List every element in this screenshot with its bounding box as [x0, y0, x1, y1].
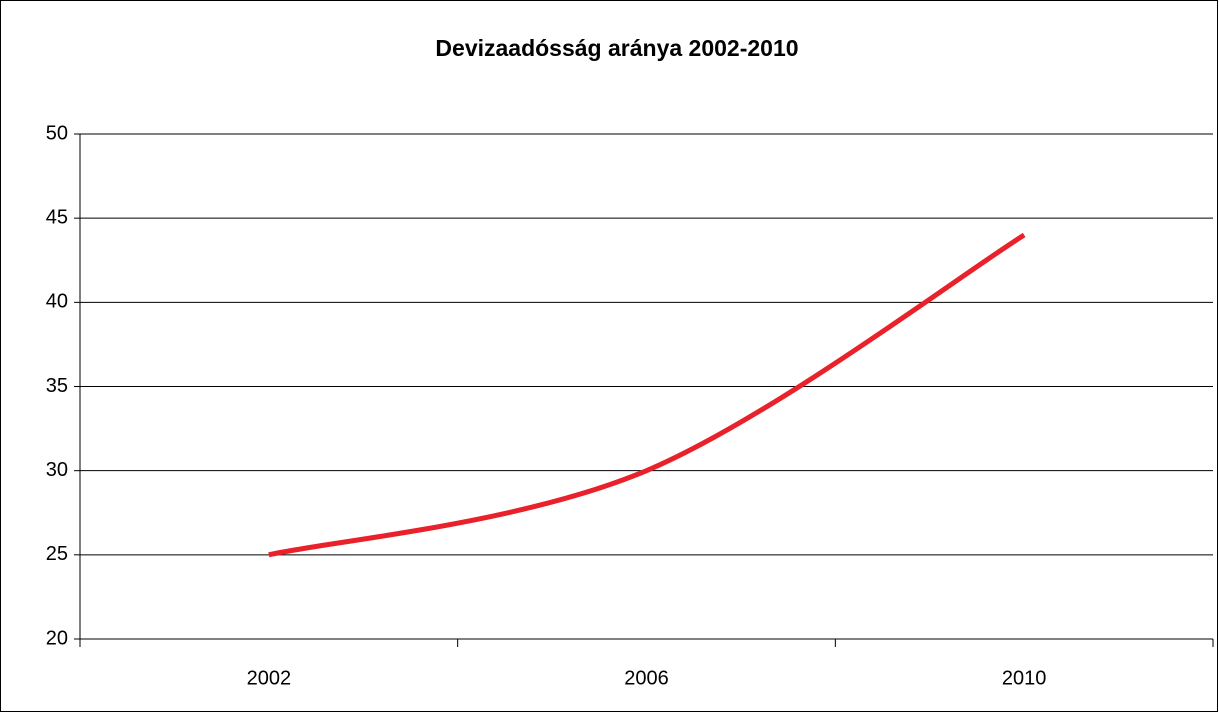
y-tick-label: 50 [46, 122, 68, 144]
y-tick-label: 30 [46, 459, 68, 481]
chart-title: Devizaadósság aránya 2002-2010 [435, 35, 798, 61]
y-tick-label: 45 [46, 206, 68, 228]
x-tick-label: 2006 [624, 667, 669, 689]
x-tick-label: 2010 [1002, 667, 1047, 689]
y-tick-label: 35 [46, 375, 68, 397]
data-line [268, 232, 1026, 558]
y-tick-label: 40 [46, 291, 68, 313]
y-tick-label: 25 [46, 543, 68, 565]
x-tick-label: 2002 [247, 667, 292, 689]
y-tick-label: 20 [46, 627, 68, 649]
